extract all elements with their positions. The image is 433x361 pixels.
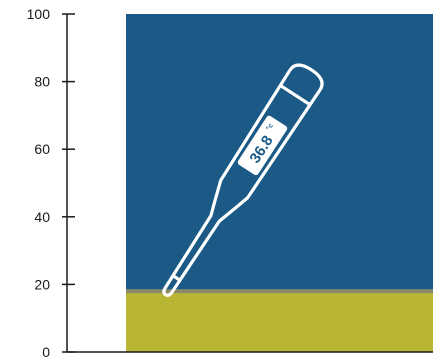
y-tick-label: 40 — [34, 209, 50, 225]
y-tick-label: 0 — [42, 344, 50, 360]
thermometer-body — [162, 63, 324, 297]
bar-lower-region — [126, 291, 433, 352]
thermometer-unit: °c — [265, 122, 275, 132]
y-tick-label: 80 — [34, 74, 50, 90]
digital-thermometer-icon: 36.8 °c — [162, 63, 324, 297]
y-ticks: 0 20 40 60 80 100 — [27, 6, 75, 360]
thermometer-tip — [171, 274, 182, 282]
bar-divider — [126, 289, 433, 294]
y-tick-label: 20 — [34, 276, 50, 292]
thermometer-cap-band — [278, 83, 312, 107]
thermometer-display — [237, 115, 288, 176]
y-tick-label: 60 — [34, 141, 50, 157]
y-tick-label: 100 — [27, 6, 51, 22]
